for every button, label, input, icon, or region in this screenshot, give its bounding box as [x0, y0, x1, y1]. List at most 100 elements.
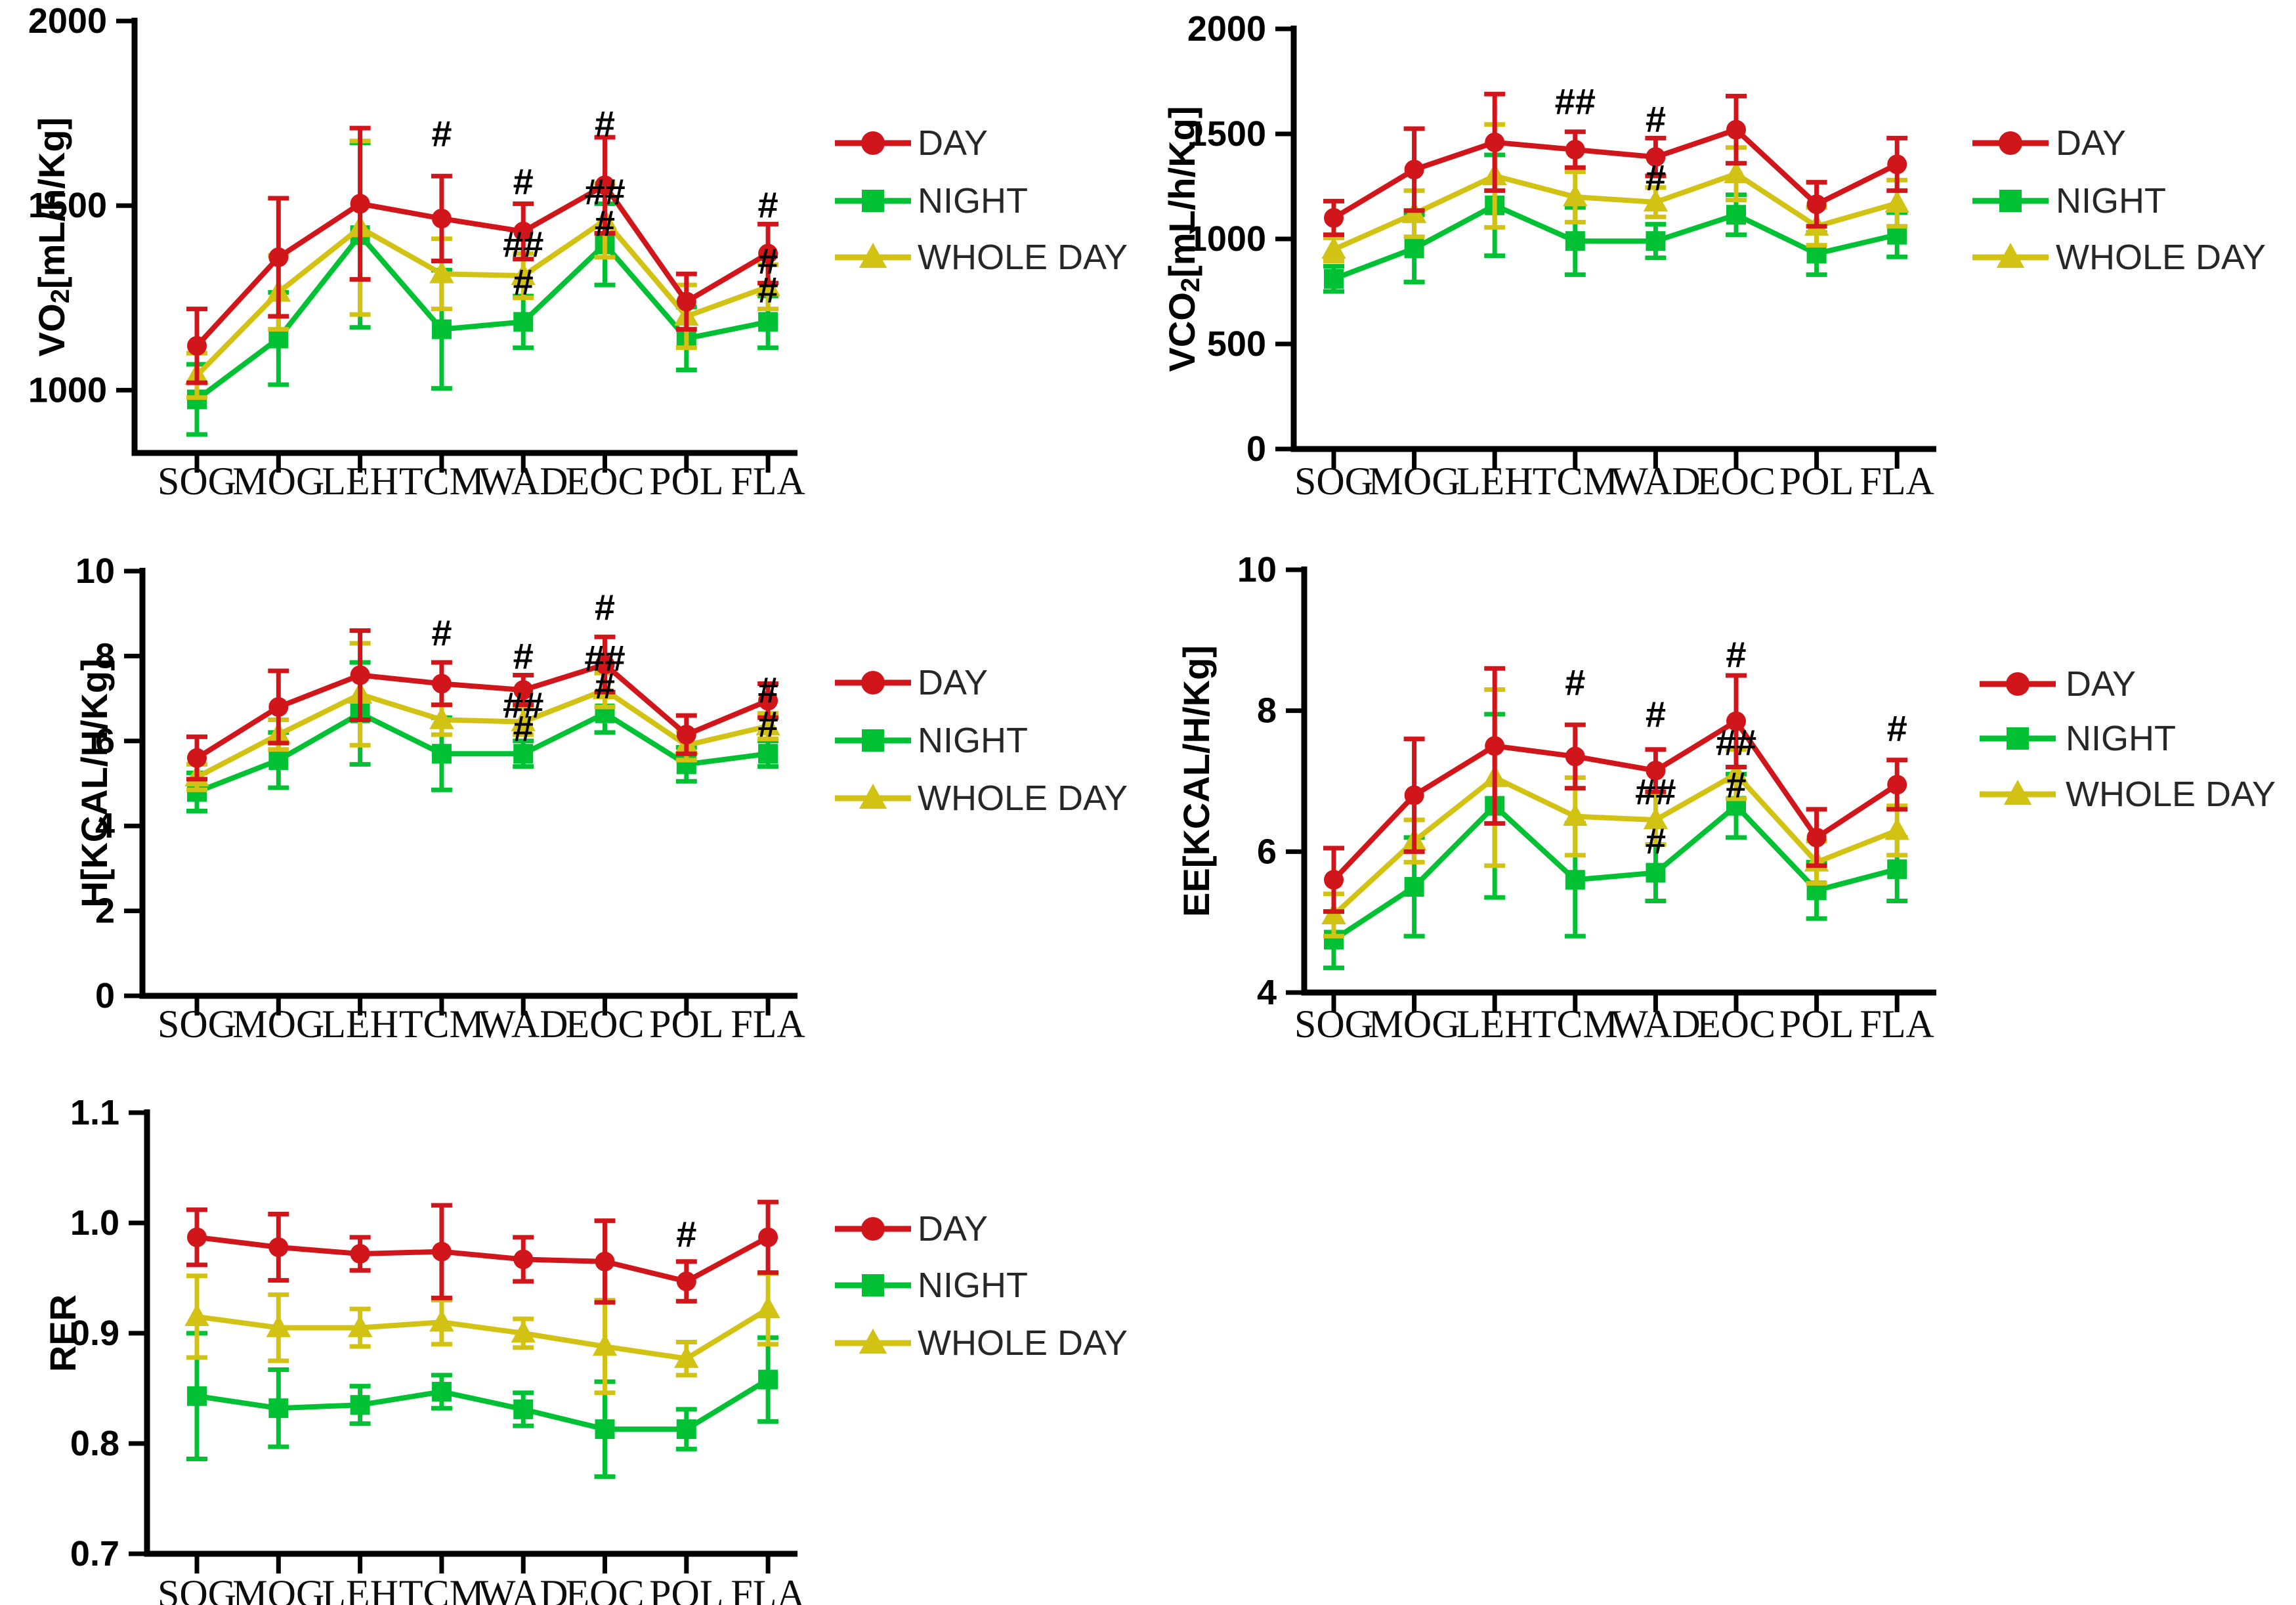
y-tick-label: 0.7 — [70, 1534, 119, 1573]
x-category-label: SOG — [1294, 460, 1373, 503]
data-point-marker-circle — [513, 680, 534, 700]
data-point-marker-square — [1887, 859, 1907, 880]
data-point-marker-circle — [676, 725, 696, 745]
significance-annotation: # — [1646, 821, 1666, 862]
significance-annotation: # — [1726, 764, 1746, 805]
series-whole-day — [184, 139, 780, 400]
y-tick-label: 6 — [95, 721, 115, 761]
significance-annotation: ## — [584, 637, 625, 679]
y-tick-label: 1500 — [28, 186, 107, 225]
data-point-marker-circle — [676, 1272, 696, 1292]
data-point-marker-triangle — [1643, 807, 1669, 830]
data-point-marker-triangle — [859, 1328, 887, 1354]
significance-annotation: # — [1565, 662, 1585, 703]
x-category-label: LEH — [1456, 1002, 1533, 1046]
x-category-label: FLA — [731, 1572, 805, 1605]
y-tick-label: 10 — [1237, 550, 1277, 589]
x-category-label: EOC — [566, 1002, 645, 1046]
legend-item-whole-day: WHOLE DAY — [835, 238, 1128, 277]
significance-annotation: # — [758, 269, 778, 310]
significance-annotation: ## — [503, 684, 543, 725]
y-axis-title: RER — [42, 1295, 83, 1372]
significance-annotation: ## — [1635, 771, 1676, 813]
data-point-marker-square — [513, 744, 534, 764]
x-category-label: MOG — [232, 460, 324, 503]
x-category-label: MOG — [1369, 460, 1460, 503]
data-point-marker-circle — [758, 244, 778, 264]
data-point-marker-triangle — [429, 706, 454, 729]
series-whole-day — [1321, 122, 1909, 264]
data-point-marker-circle — [350, 194, 370, 214]
significance-annotation: # — [513, 161, 534, 202]
data-point-marker-triangle — [674, 1346, 699, 1368]
legend-label: WHOLE DAY — [918, 1323, 1128, 1363]
significance-annotation: # — [758, 240, 778, 282]
series-line — [1332, 171, 1898, 252]
series-line — [196, 1234, 770, 1285]
series-line — [1332, 802, 1898, 942]
x-category-label: POL — [649, 1002, 723, 1046]
significance-annotation: # — [431, 612, 452, 653]
y-tick-label: 1.0 — [70, 1203, 119, 1243]
data-point-marker-circle — [350, 1244, 370, 1264]
legend-label: DAY — [918, 1209, 988, 1249]
series-line — [195, 181, 770, 348]
data-point-marker-square — [1404, 877, 1424, 897]
data-point-marker-square — [1404, 238, 1424, 259]
data-point-marker-circle — [1726, 119, 1746, 140]
data-point-marker-circle — [1887, 775, 1907, 795]
data-point-marker-triangle — [755, 1296, 780, 1319]
significance-annotation: # — [758, 184, 778, 226]
legend-item-whole-day: WHOLE DAY — [835, 1323, 1128, 1363]
data-point-marker-circle — [861, 131, 885, 155]
y-tick-label: 0.9 — [70, 1314, 119, 1353]
x-category-label: FLA — [731, 460, 805, 503]
data-point-marker-circle — [1404, 785, 1424, 805]
series-whole-day — [1321, 687, 1909, 939]
data-point-marker-circle — [1646, 147, 1666, 167]
x-category-label: POL — [1779, 1002, 1854, 1046]
y-tick-label: 6 — [1257, 832, 1277, 871]
legend-item-whole-day: WHOLE DAY — [835, 779, 1128, 818]
series-line — [196, 687, 769, 780]
data-point-marker-triangle — [859, 783, 887, 809]
y-tick-label: 1.1 — [70, 1093, 119, 1132]
data-point-marker-triangle — [429, 261, 454, 284]
data-point-marker-circle — [1565, 746, 1585, 767]
y-tick-label: 2000 — [28, 1, 107, 41]
data-point-marker-circle — [268, 247, 289, 267]
x-category-label: LEH — [322, 1572, 398, 1605]
legend-item-day: DAY — [1972, 123, 2126, 163]
legend-label: NIGHT — [918, 1266, 1028, 1305]
legend-item-night: NIGHT — [1980, 719, 2176, 758]
x-category-label: EOC — [566, 1572, 645, 1605]
x-category-label: LEH — [322, 1002, 398, 1046]
x-category-label: WAD — [1611, 460, 1701, 503]
legend-label: WHOLE DAY — [2066, 775, 2276, 814]
significance-annotation: # — [1646, 694, 1666, 735]
significance-annotation: # — [758, 703, 778, 744]
legend-item-day: DAY — [835, 1209, 988, 1249]
data-point-marker-square — [431, 744, 452, 764]
legend-ee: DAY NIGHT WHOLE DAY — [1980, 664, 2276, 814]
data-point-marker-circle — [187, 1227, 207, 1247]
data-point-marker-square — [862, 1274, 884, 1296]
data-point-marker-triangle — [1643, 189, 1669, 212]
data-point-marker-triangle — [859, 242, 887, 268]
y-tick-label: 0.8 — [70, 1424, 119, 1463]
x-category-label: EOC — [566, 460, 645, 503]
data-point-marker-triangle — [347, 1315, 373, 1337]
series-line — [195, 661, 769, 761]
legend-rer: DAY NIGHT WHOLE DAY — [835, 1209, 1128, 1363]
significance-annotation: # — [595, 586, 615, 628]
significance-annotation: # — [513, 708, 534, 749]
legend-label: WHOLE DAY — [918, 238, 1128, 277]
data-point-marker-square — [1565, 870, 1585, 890]
y-tick-label: 8 — [95, 636, 115, 675]
x-category-label: LEH — [1456, 460, 1533, 503]
x-category-label: EOC — [1697, 460, 1775, 503]
significance-annotation: # — [513, 261, 534, 303]
x-category-label: EOC — [1697, 1002, 1775, 1046]
significance-annotation: # — [595, 103, 615, 144]
